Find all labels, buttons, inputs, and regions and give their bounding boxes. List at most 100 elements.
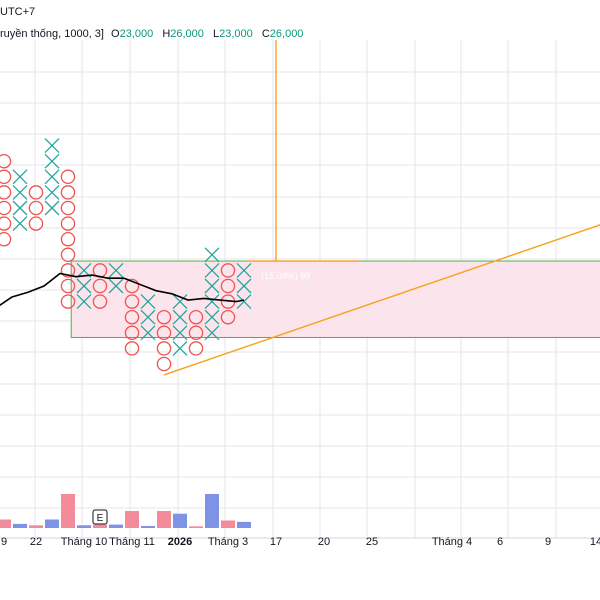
volume-bar <box>109 524 123 528</box>
event-marker[interactable]: E <box>92 509 108 525</box>
o-mark <box>28 216 44 231</box>
x-mark <box>204 309 220 325</box>
o-mark <box>0 153 12 169</box>
volume-bar <box>141 525 155 528</box>
x-tick-label: 9 <box>545 536 551 548</box>
series-legend: ruyền thống, 1000, 3] O23,000 H26,000 L2… <box>0 28 309 40</box>
x-mark <box>108 278 124 294</box>
x-tick-label: 20 <box>318 536 330 548</box>
x-column <box>108 262 124 294</box>
o-mark <box>188 325 204 341</box>
x-mark <box>44 138 60 154</box>
o-mark <box>0 185 12 200</box>
x-tick-label: Tháng 11 <box>109 536 155 548</box>
o-mark <box>60 278 76 294</box>
o-mark <box>156 341 172 356</box>
legend-prefix: ruyền thống, 1000, 3] <box>0 28 104 40</box>
legend-open-key: O <box>111 28 120 40</box>
x-mark <box>204 247 220 263</box>
o-mark <box>28 185 44 200</box>
trend-line[interactable] <box>163 216 600 376</box>
range-box[interactable] <box>70 260 600 338</box>
o-mark <box>0 216 12 231</box>
x-mark <box>236 294 252 310</box>
volume-bar <box>189 526 203 528</box>
x-mark <box>140 309 156 325</box>
pnf-marks <box>0 138 252 372</box>
o-mark <box>60 263 76 278</box>
o-column <box>28 185 44 231</box>
x-tick-label: 14 <box>590 536 600 548</box>
o-mark <box>220 309 236 325</box>
o-mark <box>124 309 140 325</box>
legend-close-key: C <box>261 28 270 40</box>
o-mark <box>156 356 172 372</box>
o-mark <box>124 341 140 356</box>
x-tick-label: 22 <box>30 536 42 548</box>
o-mark <box>220 263 236 278</box>
o-mark <box>92 278 108 294</box>
o-mark <box>60 200 76 216</box>
x-tick-label: 2026 <box>168 536 192 548</box>
o-mark <box>28 200 44 216</box>
volume-bar <box>173 513 187 528</box>
o-mark <box>124 278 140 294</box>
x-mark <box>76 294 92 310</box>
volume-bar <box>125 511 139 528</box>
o-mark <box>0 200 12 216</box>
volume-bar <box>77 525 91 528</box>
o-mark <box>60 216 76 231</box>
o-column <box>156 309 172 372</box>
o-column <box>60 169 76 309</box>
o-mark <box>156 309 172 325</box>
o-mark <box>188 309 204 325</box>
volume-bars <box>0 494 251 528</box>
x-mark <box>172 325 188 341</box>
x-mark <box>204 325 220 341</box>
x-mark <box>108 262 124 278</box>
o-mark <box>60 247 76 263</box>
volume-bar <box>157 511 171 528</box>
x-tick-label: 6 <box>497 536 503 548</box>
x-mark <box>140 294 156 310</box>
x-mark <box>12 200 28 216</box>
x-mark <box>12 169 28 185</box>
volume-bar <box>0 519 11 528</box>
x-mark <box>236 262 252 278</box>
legend-open-value: 23,000 <box>119 28 154 40</box>
x-tick-label: Tháng 4 <box>432 536 472 548</box>
o-mark <box>124 294 140 309</box>
volume-bar <box>61 494 75 528</box>
x-column <box>44 138 60 216</box>
o-mark <box>92 294 108 309</box>
o-mark <box>220 278 236 294</box>
x-mark <box>44 184 60 200</box>
x-column <box>204 247 220 341</box>
x-axis[interactable]: 9 22 Tháng 10 Tháng 11 2026 Tháng 3 17 20 25 Thán… <box>1 536 600 548</box>
o-mark <box>0 231 12 247</box>
x-tick-label: 17 <box>270 536 282 548</box>
o-mark <box>188 341 204 356</box>
moving-average-line <box>0 272 245 307</box>
x-mark <box>204 294 220 310</box>
x-tick-label: 9 <box>1 536 7 548</box>
x-mark <box>44 169 60 185</box>
x-tick-label: 25 <box>366 536 378 548</box>
timezone-label: UTC+7 <box>0 6 36 18</box>
o-mark <box>0 169 12 185</box>
o-column <box>0 153 12 247</box>
x-column <box>172 294 188 356</box>
volume-bar <box>221 520 235 528</box>
x-column <box>236 262 252 310</box>
o-column <box>124 278 140 356</box>
o-mark <box>60 185 76 200</box>
legend-high-value: 26,000 <box>170 28 204 40</box>
legend-close-value: 26,000 <box>269 28 304 40</box>
x-column <box>140 294 156 341</box>
x-mark <box>172 294 188 310</box>
o-column <box>188 309 204 356</box>
o-mark <box>60 294 76 309</box>
x-column <box>12 169 28 232</box>
o-mark <box>60 231 76 247</box>
